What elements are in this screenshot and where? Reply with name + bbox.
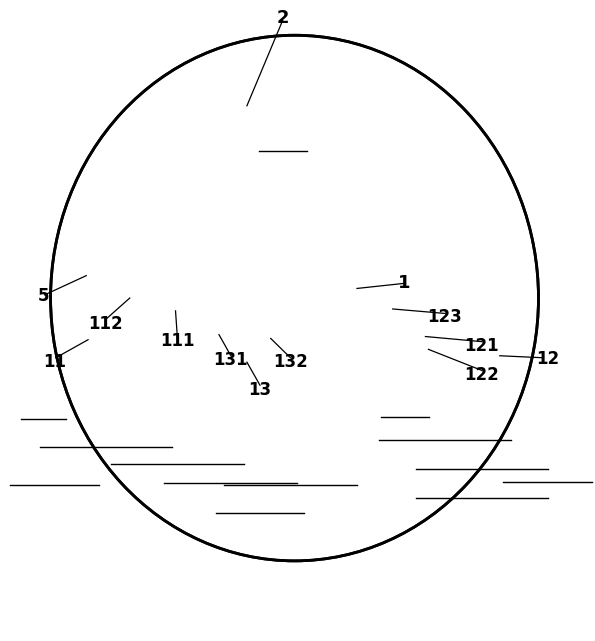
Polygon shape <box>394 266 416 272</box>
Polygon shape <box>130 115 137 258</box>
Polygon shape <box>443 131 454 263</box>
Polygon shape <box>119 77 190 128</box>
Polygon shape <box>30 154 92 199</box>
Polygon shape <box>89 240 167 308</box>
Polygon shape <box>119 77 131 192</box>
Polygon shape <box>443 131 461 139</box>
Polygon shape <box>119 77 536 122</box>
Polygon shape <box>92 99 110 107</box>
Polygon shape <box>92 99 103 240</box>
Text: 12: 12 <box>536 350 559 368</box>
Polygon shape <box>440 192 449 237</box>
Polygon shape <box>156 237 178 244</box>
Polygon shape <box>190 122 536 129</box>
Polygon shape <box>119 77 190 128</box>
Text: 112: 112 <box>89 315 123 333</box>
Text: 1: 1 <box>398 274 411 292</box>
Polygon shape <box>351 238 365 263</box>
Polygon shape <box>146 128 164 136</box>
Polygon shape <box>440 192 530 231</box>
Polygon shape <box>518 117 524 256</box>
Polygon shape <box>416 122 434 129</box>
Polygon shape <box>303 235 317 260</box>
Polygon shape <box>344 75 360 101</box>
Text: 11: 11 <box>43 353 66 371</box>
Polygon shape <box>30 154 101 196</box>
Polygon shape <box>250 51 327 64</box>
Polygon shape <box>308 75 324 101</box>
Polygon shape <box>83 272 167 349</box>
Circle shape <box>286 38 309 64</box>
Polygon shape <box>161 213 174 237</box>
Circle shape <box>273 65 289 81</box>
Circle shape <box>51 35 538 561</box>
Text: 13: 13 <box>249 381 271 399</box>
Polygon shape <box>146 128 156 260</box>
Polygon shape <box>208 221 222 246</box>
Polygon shape <box>178 51 250 64</box>
Circle shape <box>374 65 390 81</box>
Polygon shape <box>103 99 110 248</box>
Polygon shape <box>251 253 274 260</box>
Text: 131: 131 <box>214 351 248 369</box>
Text: 123: 123 <box>428 308 462 326</box>
Circle shape <box>345 65 360 81</box>
Polygon shape <box>427 122 434 264</box>
Polygon shape <box>321 95 476 133</box>
Polygon shape <box>484 144 491 281</box>
Polygon shape <box>119 85 464 92</box>
Polygon shape <box>374 75 390 101</box>
Text: 2: 2 <box>276 9 289 27</box>
Polygon shape <box>273 75 289 101</box>
Polygon shape <box>83 272 536 327</box>
Polygon shape <box>30 154 92 224</box>
Polygon shape <box>500 109 509 244</box>
Polygon shape <box>509 117 518 251</box>
Polygon shape <box>203 246 226 252</box>
Polygon shape <box>416 122 427 256</box>
Polygon shape <box>89 240 518 290</box>
Polygon shape <box>464 77 536 128</box>
Polygon shape <box>119 115 130 250</box>
Polygon shape <box>399 242 412 266</box>
Polygon shape <box>299 260 321 266</box>
Text: 111: 111 <box>160 332 195 350</box>
Polygon shape <box>119 115 137 123</box>
Polygon shape <box>440 240 518 308</box>
Text: 132: 132 <box>273 353 308 371</box>
Polygon shape <box>464 77 524 199</box>
Polygon shape <box>452 272 536 349</box>
Polygon shape <box>250 101 416 136</box>
Polygon shape <box>509 109 515 249</box>
Polygon shape <box>131 93 500 136</box>
Text: 121: 121 <box>465 337 499 355</box>
Polygon shape <box>488 103 497 237</box>
Circle shape <box>309 65 324 81</box>
Text: 122: 122 <box>465 366 499 384</box>
Polygon shape <box>375 101 416 142</box>
Polygon shape <box>256 229 270 253</box>
Polygon shape <box>156 128 164 267</box>
Polygon shape <box>454 131 461 271</box>
Polygon shape <box>190 122 536 135</box>
Polygon shape <box>119 77 464 85</box>
Polygon shape <box>473 144 484 274</box>
Polygon shape <box>473 144 491 152</box>
Polygon shape <box>137 95 363 133</box>
Polygon shape <box>250 101 292 142</box>
Polygon shape <box>497 103 503 242</box>
Polygon shape <box>346 263 369 269</box>
Text: 5: 5 <box>37 287 49 305</box>
